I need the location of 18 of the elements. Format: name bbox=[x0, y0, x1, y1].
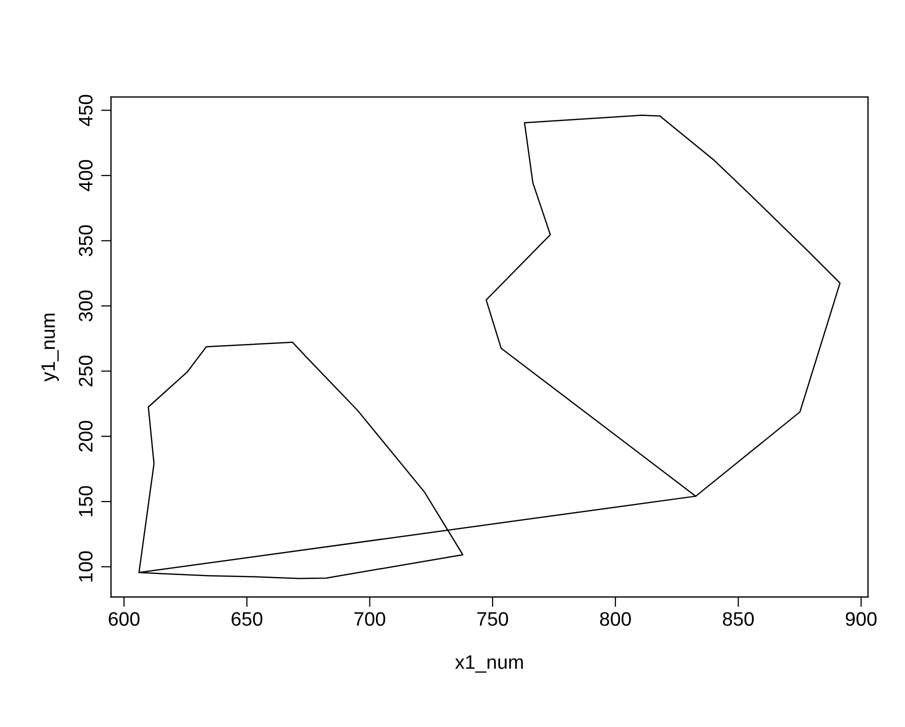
y-tick-label: 450 bbox=[78, 94, 93, 126]
y-tick-label: 300 bbox=[78, 290, 93, 322]
x-tick-label: 750 bbox=[477, 612, 508, 626]
x-tick-label: 850 bbox=[722, 612, 754, 626]
y-tick-label: 200 bbox=[78, 420, 93, 452]
y-axis-title: y1_num bbox=[41, 314, 59, 382]
y-tick-label: 400 bbox=[78, 160, 93, 192]
y-tick-label: 250 bbox=[78, 356, 93, 386]
x-tick-label: 600 bbox=[108, 612, 140, 626]
line-series bbox=[138, 114, 841, 580]
x-axis-title: x1_num bbox=[455, 655, 523, 673]
y-tick-label: 150 bbox=[78, 486, 93, 516]
y-tick-label: 350 bbox=[78, 225, 93, 256]
x-tick-label: 650 bbox=[232, 612, 262, 626]
y-tick-label: 100 bbox=[78, 551, 93, 582]
x-tick-label: 900 bbox=[846, 612, 877, 626]
x-tick-label: 800 bbox=[600, 612, 631, 626]
x-tick-label: 700 bbox=[354, 612, 386, 626]
